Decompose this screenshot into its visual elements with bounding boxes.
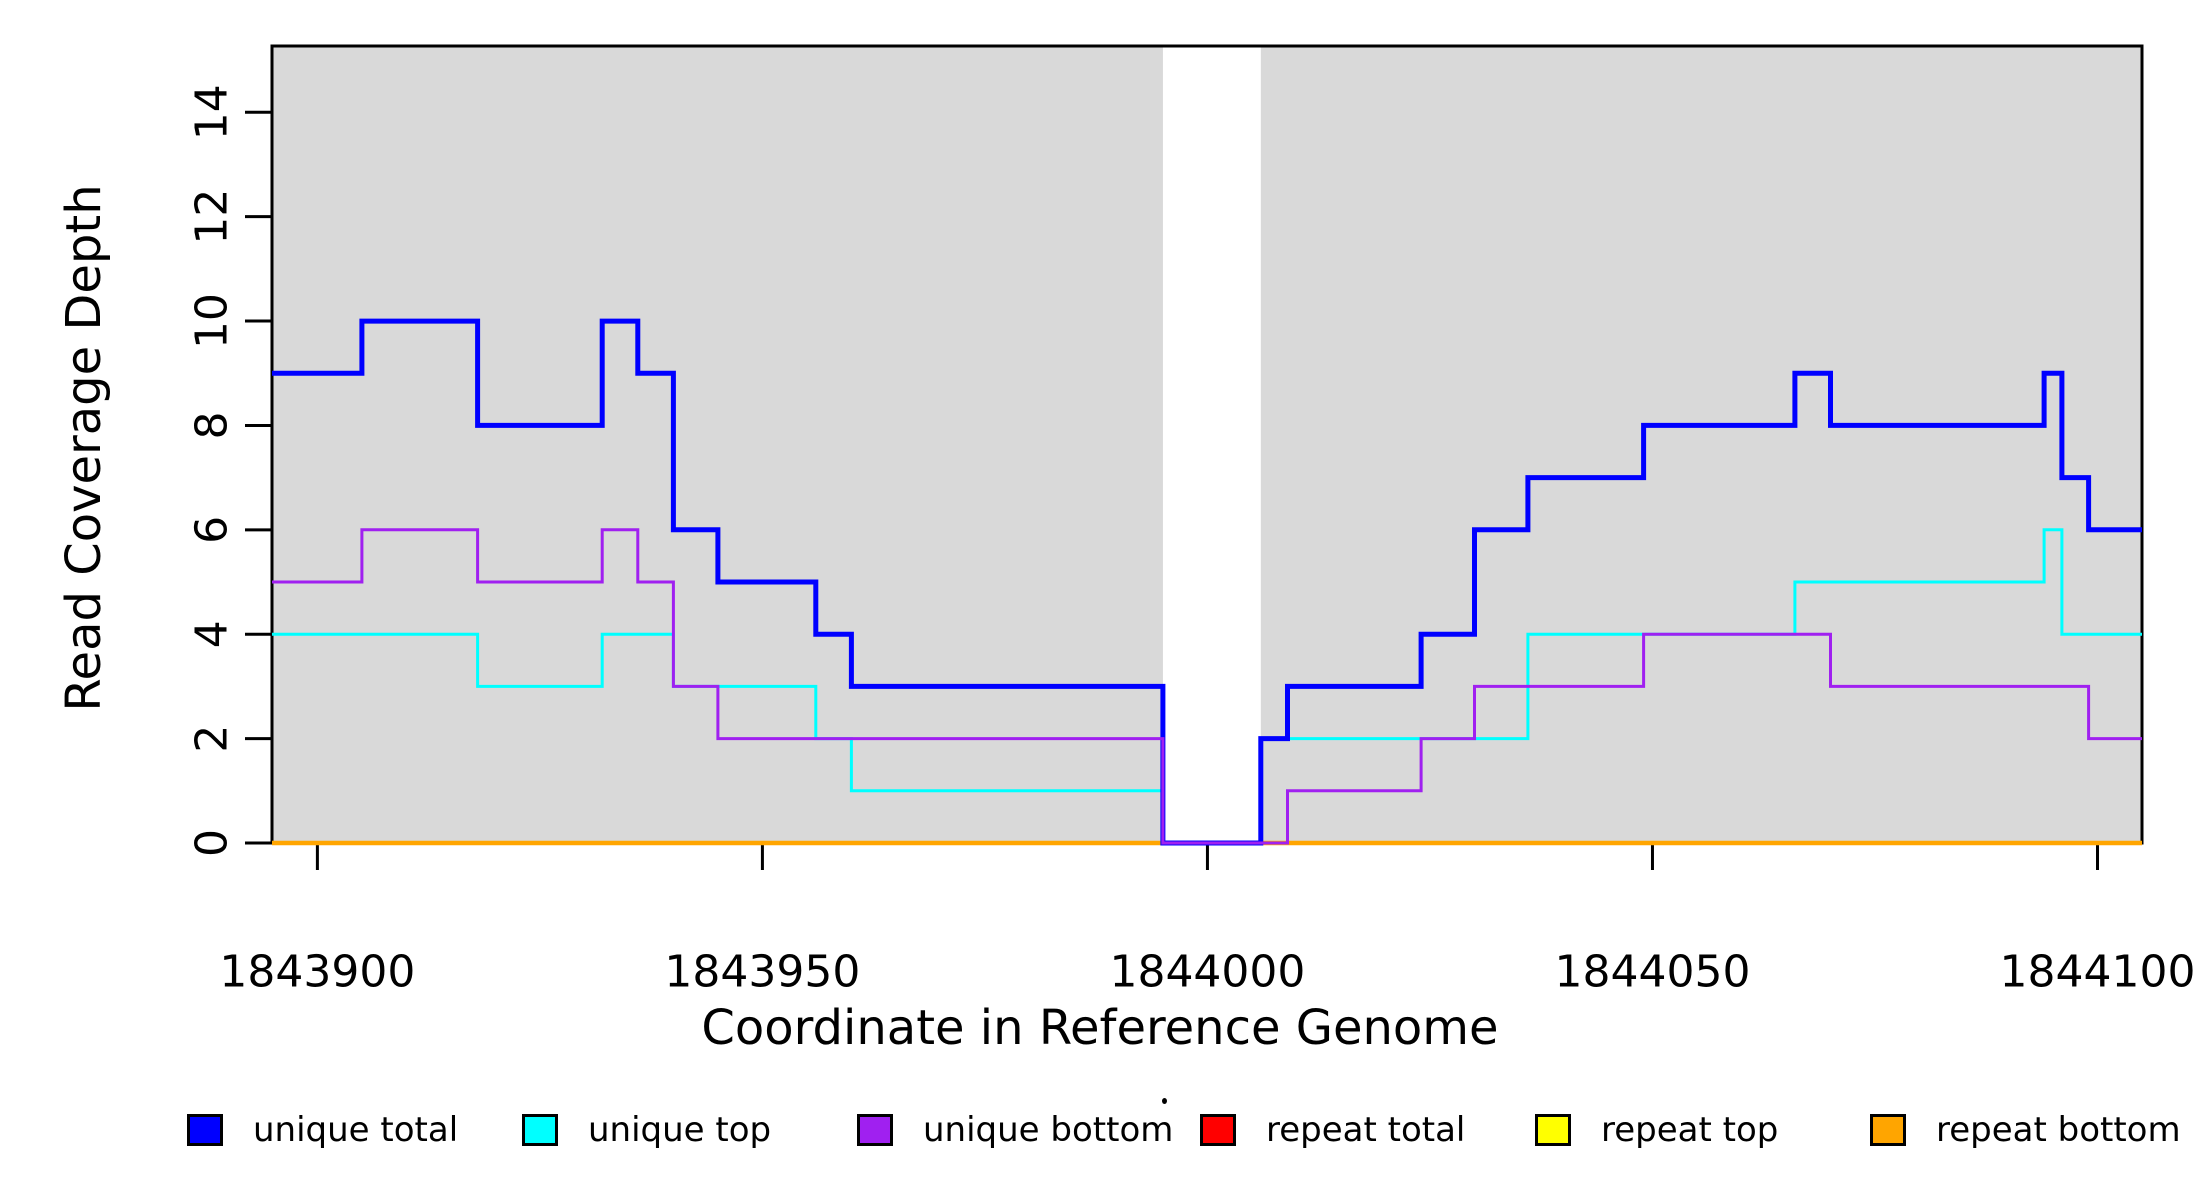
legend-swatch-unique-total <box>187 1114 223 1146</box>
legend-label: repeat total <box>1266 1110 1466 1150</box>
legend-item-repeat-top: repeat top <box>1535 1108 1778 1152</box>
x-tick-label: 1844100 <box>2000 947 2196 998</box>
legend-swatch-repeat-bottom <box>1870 1114 1906 1146</box>
y-tick-label: 4 <box>187 620 238 648</box>
x-axis-title: Coordinate in Reference Genome <box>701 1000 1499 1056</box>
x-tick-label: 1844000 <box>1109 947 1305 998</box>
series-unique-bottom <box>272 528 2142 845</box>
legend-swatch-unique-bottom <box>857 1114 893 1146</box>
plot-panel <box>1260 46 2142 843</box>
legend-label: repeat top <box>1601 1110 1779 1150</box>
y-tick-label: 14 <box>187 84 238 140</box>
y-tick-label: 2 <box>187 725 238 753</box>
y-tick-label: 8 <box>187 411 238 439</box>
legend-swatch-unique-top <box>522 1114 558 1146</box>
y-tick-label: 6 <box>187 516 238 544</box>
x-tick-label: 1843950 <box>664 947 860 998</box>
y-axis-title: Read Coverage Depth <box>56 184 112 712</box>
y-tick-label: 12 <box>187 189 238 245</box>
stray-dot <box>1162 1098 1167 1104</box>
legend-swatch-repeat-total <box>1200 1114 1236 1146</box>
legend-label: unique bottom <box>923 1110 1174 1150</box>
legend-label: unique top <box>588 1110 772 1150</box>
legend-item-unique-top: unique top <box>522 1108 771 1152</box>
legend-label: repeat bottom <box>1936 1110 2181 1150</box>
y-tick-label: 0 <box>187 829 238 857</box>
y-tick-label: 10 <box>187 293 238 349</box>
legend-item-unique-total: unique total <box>187 1108 458 1152</box>
legend-swatch-repeat-top <box>1535 1114 1571 1146</box>
legend-label: unique total <box>253 1110 459 1150</box>
x-tick-label: 1844050 <box>1554 947 1750 998</box>
x-tick-label: 1843900 <box>219 947 415 998</box>
legend-item-repeat-bottom: repeat bottom <box>1870 1108 2181 1152</box>
legend-item-unique-bottom: unique bottom <box>857 1108 1173 1152</box>
series-unique-total <box>272 318 2142 846</box>
legend-item-repeat-total: repeat total <box>1200 1108 1465 1152</box>
